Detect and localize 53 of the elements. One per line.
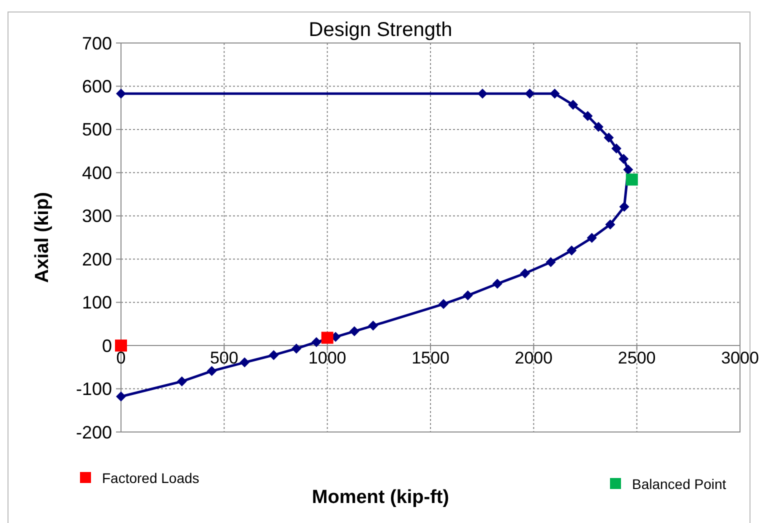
point	[268, 350, 279, 360]
point	[115, 340, 127, 352]
point	[116, 88, 126, 99]
y-tick-label: -100	[76, 379, 112, 400]
x-tick-label: 1500	[412, 348, 450, 368]
point	[582, 111, 593, 122]
x-axis-title: Moment (kip-ft)	[312, 487, 450, 508]
chart-title: Design Strength	[308, 19, 452, 41]
point	[623, 164, 634, 175]
point	[619, 202, 630, 212]
y-axis-title: Axial (kip)	[32, 192, 53, 283]
y-tick-label: 400	[82, 162, 112, 183]
point	[550, 88, 560, 99]
point	[291, 344, 302, 354]
point	[611, 143, 622, 154]
point	[176, 376, 187, 386]
x-tick-label: 2500	[618, 348, 656, 368]
y-tick-label: 200	[82, 249, 112, 270]
point	[477, 88, 488, 99]
y-tick-label: 300	[82, 206, 112, 226]
point	[311, 337, 322, 348]
point	[438, 299, 448, 310]
point	[546, 257, 556, 268]
point	[524, 88, 535, 99]
point	[116, 392, 126, 402]
point	[462, 290, 473, 300]
x-tick-label: 500	[210, 348, 238, 368]
y-tick-label: -200	[76, 422, 112, 442]
legend-label: Balanced Point	[632, 476, 726, 492]
point	[492, 278, 502, 289]
x-tick-label: 0	[116, 348, 126, 368]
point	[618, 154, 629, 164]
point	[604, 132, 614, 143]
x-tick-label: 3000	[721, 348, 759, 368]
point	[321, 332, 334, 344]
point	[605, 220, 616, 230]
point	[586, 232, 597, 243]
y-tick-label: 500	[82, 120, 112, 140]
point	[566, 245, 577, 256]
point	[206, 366, 217, 376]
y-tick-label: 100	[82, 292, 112, 313]
point	[368, 320, 378, 331]
x-tick-label: 1000	[308, 348, 346, 368]
y-tick-label: 600	[82, 76, 112, 97]
point	[568, 100, 578, 110]
legend-label: Factored Loads	[102, 470, 200, 486]
point	[240, 357, 250, 368]
point	[593, 122, 604, 132]
point	[520, 268, 530, 278]
point	[626, 174, 638, 186]
point	[349, 326, 360, 336]
x-tick-label: 2000	[514, 348, 553, 368]
y-tick-label: 700	[82, 33, 112, 54]
